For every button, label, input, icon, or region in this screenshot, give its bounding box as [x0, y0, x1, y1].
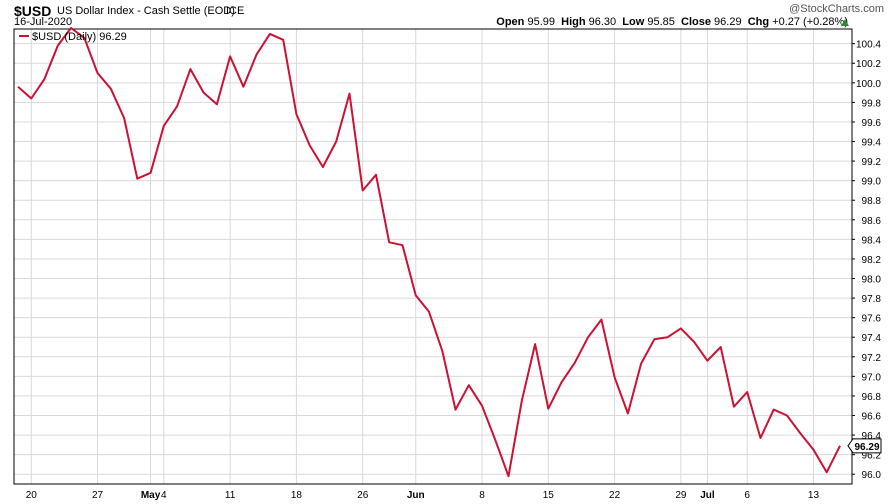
chg-label: Chg: [747, 16, 770, 28]
chg-value: +0.27 (+0.28%): [772, 16, 848, 28]
usd-series-line: [17, 27, 841, 478]
y-tick-label: 99.8: [862, 98, 882, 109]
x-tick-label: Jul: [700, 490, 715, 501]
y-tick-label: 97.6: [862, 314, 882, 325]
symbol-description: US Dollar Index - Cash Settle (EOD): [57, 5, 235, 17]
y-tick-label: 97.8: [862, 294, 882, 305]
plot-frame: [13, 28, 853, 485]
y-tick-label: 99.4: [862, 138, 882, 149]
legend: $USD (Daily) 96.29: [19, 31, 127, 43]
x-axis: 20 27 May 4 11 18 26 Jun 8 15 22 29 Jul 6 13: [26, 490, 820, 501]
close-value: 96.29: [714, 16, 742, 28]
y-tick-label: 97.0: [862, 372, 882, 383]
x-tick-label: May: [141, 490, 161, 501]
x-tick-label: 20: [26, 490, 38, 501]
y-tick-label: 98.4: [862, 235, 882, 246]
x-tick-label: 26: [357, 490, 369, 501]
watermark: @StockCharts.com: [789, 3, 884, 15]
x-tick-label: 8: [479, 490, 485, 501]
y-tick-label: 100.4: [856, 40, 881, 51]
open-value: 95.99: [527, 16, 555, 28]
y-tick-label: 97.4: [862, 333, 882, 344]
chart-date: 16-Jul-2020: [14, 16, 73, 28]
y-tick-label: 96.6: [862, 412, 882, 423]
high-label: High: [561, 16, 586, 28]
y-tick-label: 98.6: [862, 216, 882, 227]
y-tick-label: 99.6: [862, 118, 882, 129]
last-value-tag: 96.29: [847, 438, 882, 454]
y-tick-label: 97.2: [862, 353, 882, 364]
y-tick-label: 96.4: [862, 431, 882, 442]
low-label: Low: [622, 16, 645, 28]
y-tick-label: 96.8: [862, 392, 882, 403]
x-tick-label: 15: [543, 490, 555, 501]
y-tick-label: 98.8: [862, 196, 882, 207]
close-label: Close: [681, 16, 711, 28]
y-tick-label: 98.2: [862, 255, 882, 266]
up-arrow-icon: [841, 19, 849, 26]
x-tick-label: 27: [92, 490, 104, 501]
legend-label: $USD (Daily) 96.29: [32, 31, 127, 43]
grid-lines: [14, 29, 852, 484]
ohlc-readout: Open 95.99 High 96.30 Low 95.85 Close 96…: [496, 16, 848, 28]
y-axis: 96.0 96.2 96.4 96.6 96.8 97.0 97.2 97.4 97.6 97.8…: [852, 40, 882, 481]
open-label: Open: [496, 16, 525, 28]
x-tick-label: 29: [675, 490, 687, 501]
y-tick-label: 99.0: [862, 177, 882, 188]
y-tick-label: 99.2: [862, 157, 882, 168]
low-value: 95.85: [647, 16, 675, 28]
symbol-title: $USD: [14, 3, 52, 19]
x-tick-label: 22: [609, 490, 621, 501]
y-tick-label: 98.0: [862, 275, 882, 286]
x-tick-label: 13: [808, 490, 820, 501]
exchange-label: ICE: [226, 5, 245, 17]
y-tick-label: 100.2: [856, 59, 881, 70]
x-tick-label: Jun: [407, 490, 425, 501]
high-value: 96.30: [588, 16, 617, 28]
x-tick-label: 4: [161, 490, 167, 501]
y-tick-label: 96.0: [862, 470, 882, 481]
last-value-label: 96.29: [854, 442, 879, 453]
y-tick-label: 96.2: [862, 451, 882, 462]
y-tick-label: 100.0: [856, 79, 881, 90]
last-value-box: [847, 438, 882, 454]
x-tick-label: 11: [225, 490, 236, 501]
x-tick-label: 6: [744, 490, 750, 501]
x-tick-label: 18: [291, 490, 303, 501]
